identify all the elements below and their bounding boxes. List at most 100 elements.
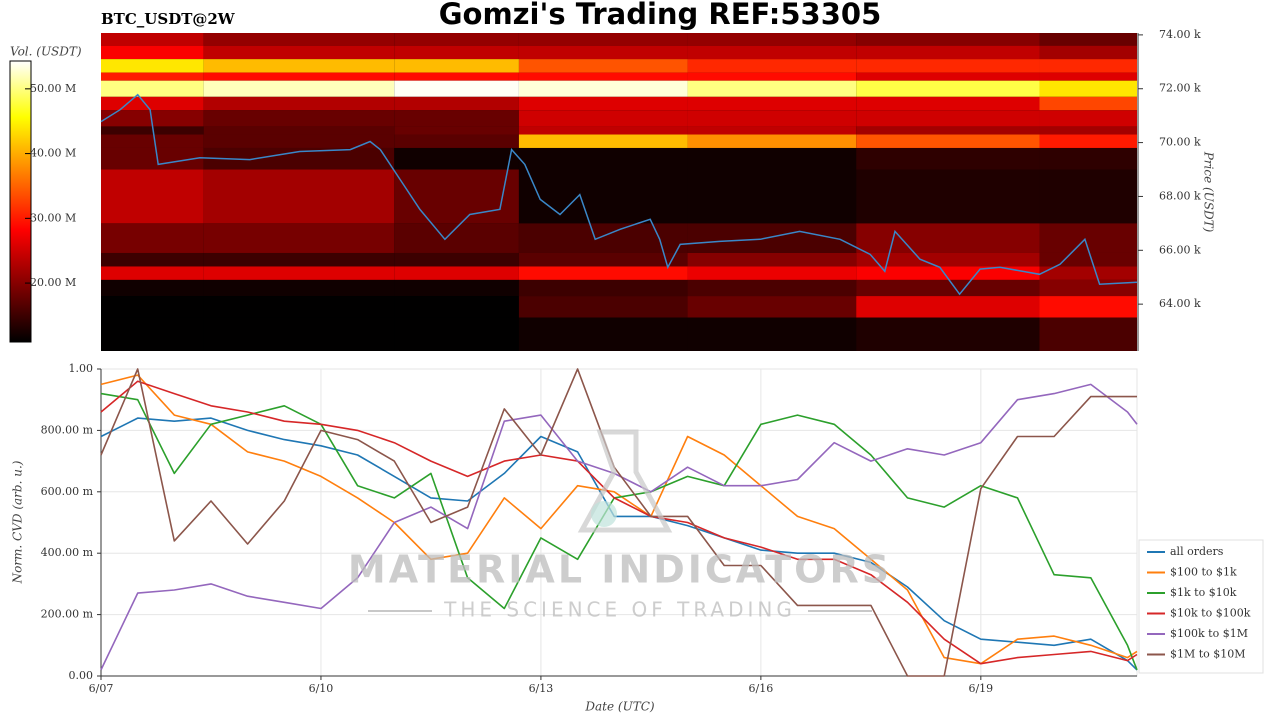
watermark-text: THE SCIENCE OF TRADING xyxy=(443,598,796,622)
heatmap-cell xyxy=(203,59,395,73)
colorbar-tick-label: 20.00 M xyxy=(30,276,76,289)
heatmap-cell xyxy=(203,279,395,297)
heatmap-cell xyxy=(1039,134,1137,148)
heatmap-cell xyxy=(1039,296,1137,318)
heatmap-cell xyxy=(1039,33,1137,46)
heatmap-cell xyxy=(101,72,204,81)
heatmap-cell xyxy=(518,59,688,73)
watermark-logo xyxy=(577,429,673,533)
y-tick-label: 72.00 k xyxy=(1159,82,1201,95)
heatmap-cell xyxy=(518,252,688,267)
heatmap-cell xyxy=(203,110,395,127)
watermark: MATERIAL INDICATORS THE SCIENCE OF TRADI… xyxy=(348,429,892,622)
heatmap-cell xyxy=(518,169,688,224)
x-tick-label: 6/07 xyxy=(89,682,114,695)
heatmap-cell xyxy=(518,317,688,351)
heatmap-cell xyxy=(687,296,857,318)
colorbar-tick-label: 50.00 M xyxy=(30,82,76,95)
y-tick-label: 800.00 m xyxy=(41,423,94,436)
heatmap-cell xyxy=(101,45,204,60)
panel-label: BTC_USDT@2W xyxy=(101,10,236,28)
x-axis-label: Date (UTC) xyxy=(584,700,654,714)
heatmap-cell xyxy=(394,96,519,111)
colorbar xyxy=(9,60,32,343)
heatmap-cell xyxy=(101,80,204,97)
heatmap-cell xyxy=(518,279,688,297)
y-tick-label: 600.00 m xyxy=(41,485,94,498)
y-tick-label: 1.00 xyxy=(69,362,94,375)
cvd-line xyxy=(100,417,1138,671)
heatmap-cell xyxy=(101,134,204,148)
x-tick-label: 6/10 xyxy=(309,682,334,695)
heatmap-cell xyxy=(856,110,1040,127)
colorbar-tick-label: 40.00 M xyxy=(30,147,76,160)
heatmap-cell xyxy=(101,266,204,280)
heatmap-cell xyxy=(203,266,395,280)
heatmap-cell xyxy=(856,223,1040,253)
heatmap-cell xyxy=(101,296,204,318)
legend-box xyxy=(1138,539,1264,674)
heatmap-cell xyxy=(856,59,1040,73)
y-tick-label: 64.00 k xyxy=(1159,297,1201,310)
heatmap-cell xyxy=(203,80,395,97)
heatmap-cell xyxy=(101,110,204,127)
cvd-line xyxy=(100,380,1138,665)
heatmap-cell xyxy=(394,33,519,46)
heatmap-cell xyxy=(203,169,395,224)
heatmap-cell xyxy=(518,126,688,135)
heatmap-cell xyxy=(394,59,519,73)
watermark-logo xyxy=(591,501,617,527)
y-tick-label: 66.00 k xyxy=(1159,243,1201,256)
y-tick-label: 74.00 k xyxy=(1159,28,1201,41)
heatmap-cell xyxy=(856,279,1040,297)
heatmap-cell xyxy=(1039,126,1137,135)
watermark-text: MATERIAL INDICATORS xyxy=(348,548,892,592)
heatmap-cell xyxy=(856,33,1040,46)
x-tick-label: 6/16 xyxy=(749,682,774,695)
heatmap-cell xyxy=(101,169,204,224)
x-tick-label: 6/19 xyxy=(968,682,993,695)
heatmap-cell xyxy=(687,134,857,148)
cvd-line xyxy=(100,374,1138,665)
heatmap-cell xyxy=(856,147,1040,170)
heatmap-cell xyxy=(101,147,204,170)
heatmap-cell xyxy=(203,134,395,148)
heatmap-cell xyxy=(394,252,519,267)
heatmap-cell xyxy=(1039,80,1137,97)
heatmap-cell xyxy=(518,147,688,170)
colorbar-tick-label: 30.00 M xyxy=(30,211,76,224)
heatmap-cell xyxy=(687,223,857,253)
heatmap-cell xyxy=(518,45,688,60)
heatmap-cell xyxy=(856,169,1040,224)
heatmap-cell xyxy=(394,266,519,280)
heatmap-cell xyxy=(687,72,857,81)
heatmap-cell xyxy=(518,72,688,81)
legend-label: $1k to $10k xyxy=(1170,586,1237,599)
legend-label: $100 to $1k xyxy=(1170,566,1237,579)
heatmap-cell xyxy=(101,96,204,111)
heatmap-cell xyxy=(856,134,1040,148)
heatmap-cell xyxy=(394,126,519,135)
heatmap-cell xyxy=(687,252,857,267)
cvd-line xyxy=(100,368,1137,677)
cvd-line xyxy=(100,383,1138,671)
heatmap-cell xyxy=(1039,317,1137,351)
heatmap-cell xyxy=(518,96,688,111)
cvd-panel: 0.00 200.00 m 400.00 m 600.00 m 800.00 m 1.00… xyxy=(41,362,1264,695)
heatmap-cell xyxy=(203,296,395,318)
heatmap-cell xyxy=(687,266,857,280)
heatmap-cell xyxy=(518,33,688,46)
heatmap-cell xyxy=(687,126,857,135)
heatmap-cell xyxy=(518,110,688,127)
heatmap-cell xyxy=(1039,266,1137,280)
heatmap-cell xyxy=(203,96,395,111)
heatmap-cell xyxy=(394,317,519,351)
heatmap-cell xyxy=(687,33,857,46)
heatmap-cell xyxy=(687,80,857,97)
legend-label: all orders xyxy=(1170,545,1224,558)
heatmap-cell xyxy=(101,33,204,46)
heatmap-cell xyxy=(856,96,1040,111)
y-axis-label: Norm. CVD (arb. u.) xyxy=(11,460,25,584)
heatmap-cell xyxy=(1039,169,1137,224)
